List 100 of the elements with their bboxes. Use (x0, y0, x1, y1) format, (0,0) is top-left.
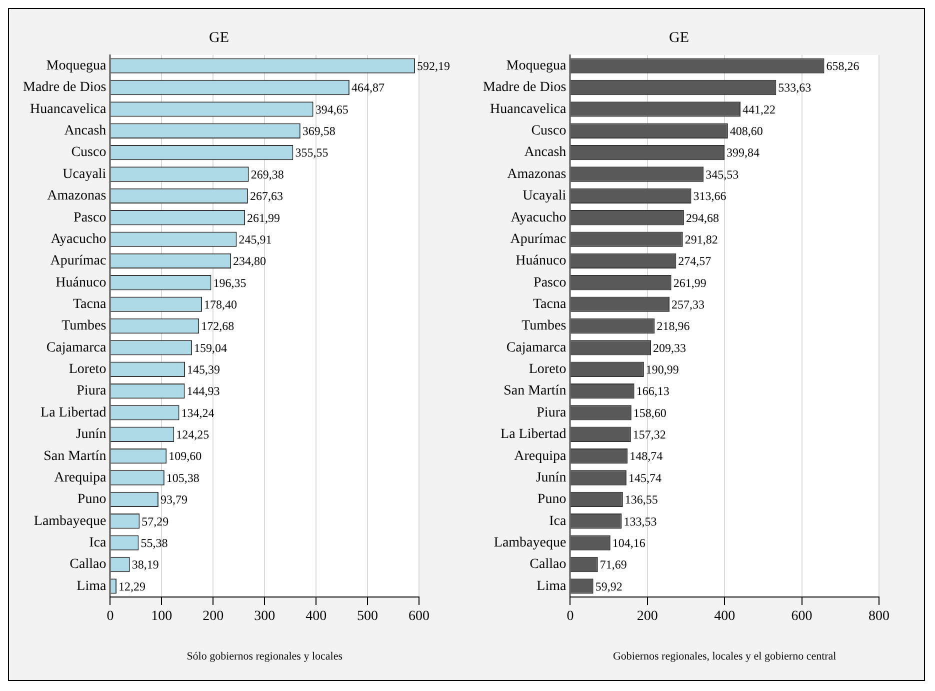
y-tick-label: Amazonas (47, 188, 106, 204)
y-tick-label: Cajamarca (46, 340, 107, 356)
x-tick-label: 200 (636, 609, 658, 624)
y-tick-label: Piura (536, 405, 567, 420)
y-tick-label: Lima (536, 578, 567, 594)
data-label: 658,26 (826, 58, 860, 73)
data-label: 55,38 (140, 536, 168, 550)
data-label: 218,96 (656, 319, 690, 334)
y-tick-label: Apurímac (50, 254, 106, 269)
y-tick-label: Loreto (528, 362, 566, 378)
y-tick-label: Ancash (524, 145, 566, 160)
chart-title: GE (669, 30, 689, 46)
data-label: 157,32 (632, 428, 666, 442)
data-label: 294,68 (686, 210, 719, 225)
x-axis-title: Gobiernos regionales, locales y el gobierno central (612, 650, 836, 662)
data-label: 291,82 (684, 232, 718, 246)
y-tick-label: La Libertad (40, 405, 106, 420)
x-tick-label: 0 (106, 609, 114, 624)
data-label: 145,74 (628, 470, 662, 485)
y-tick-label: Tacna (532, 296, 567, 312)
y-tick-label: Lambayeque (494, 535, 566, 550)
data-label: 144,93 (186, 384, 220, 398)
y-tick-label: Tacna (72, 296, 107, 312)
data-label: 441,22 (742, 102, 776, 116)
data-label: 124,25 (176, 428, 210, 442)
data-label: 166,13 (636, 384, 670, 398)
x-tick-label: 500 (357, 609, 378, 624)
data-label: 234,80 (233, 254, 266, 268)
data-label: 134,24 (181, 406, 214, 420)
y-tick-label: Cajamarca (506, 340, 567, 356)
y-tick-label: Huánuco (516, 254, 566, 269)
data-label: 261,99 (247, 210, 280, 225)
x-tick-label: 600 (791, 609, 812, 624)
y-tick-label: Ayacucho (510, 210, 566, 226)
data-label: 105,38 (166, 470, 200, 485)
y-tick-label: Ancash (64, 124, 106, 139)
data-label: 59,92 (595, 579, 622, 594)
y-tick-label: San Martín (44, 448, 106, 464)
data-label: 313,66 (693, 189, 726, 204)
data-label: 93,79 (160, 492, 188, 507)
y-tick-label: Madre de Dios (22, 80, 106, 96)
y-tick-label: Ica (89, 535, 107, 550)
y-tick-label: Moquegua (506, 58, 567, 74)
x-tick-label: 200 (202, 609, 224, 624)
y-tick-label: Callao (530, 557, 566, 572)
data-label: 355,55 (295, 146, 328, 160)
y-tick-label: Tumbes (62, 318, 106, 334)
chart-title: GE (209, 30, 229, 46)
y-tick-label: Tumbes (522, 318, 566, 334)
data-label: 148,74 (630, 449, 663, 464)
data-label: 57,29 (142, 514, 169, 528)
data-label: 178,40 (204, 297, 238, 312)
y-tick-label: Piura (76, 384, 107, 399)
data-label: 408,60 (730, 124, 763, 138)
y-tick-label: Pasco (74, 210, 106, 226)
y-tick-label: Lima (76, 578, 107, 594)
data-label: 109,60 (168, 449, 202, 464)
data-label: 71,69 (600, 558, 627, 572)
y-tick-label: Madre de Dios (482, 80, 566, 96)
data-label: 592,19 (416, 58, 450, 73)
x-tick-label: 300 (254, 609, 276, 624)
y-tick-label: La Libertad (500, 427, 566, 442)
y-tick-label: Pasco (534, 275, 566, 290)
y-tick-label: Ica (549, 514, 567, 529)
y-tick-label: Lambayeque (34, 514, 106, 529)
y-tick-label: Huancavelica (490, 102, 567, 117)
y-tick-label: Arequipa (514, 448, 567, 464)
y-tick-label: Ucayali (522, 188, 566, 204)
data-label: 209,33 (653, 340, 686, 355)
x-tick-label: 400 (714, 609, 736, 624)
data-label: 38,19 (132, 558, 159, 572)
data-label: 394,65 (315, 102, 348, 116)
y-tick-label: Loreto (68, 362, 106, 378)
data-label: 274,57 (678, 254, 712, 268)
data-label: 172,68 (201, 319, 234, 334)
x-tick-label: 400 (306, 609, 327, 624)
data-label: 267,63 (250, 189, 283, 204)
data-label: 533,63 (778, 80, 812, 95)
data-label: 345,53 (706, 167, 739, 182)
y-tick-label: Cusco (531, 124, 566, 139)
y-tick-label: Moquegua (46, 58, 107, 74)
y-tick-label: Cusco (71, 145, 106, 160)
data-label: 257,33 (672, 297, 705, 312)
data-label: 464,87 (351, 80, 384, 95)
data-label: 104,16 (612, 536, 646, 550)
data-label: 159,04 (194, 340, 228, 355)
data-label: 196,35 (213, 276, 246, 290)
y-tick-label: Apurímac (510, 232, 566, 247)
x-tick-label: 800 (868, 609, 890, 624)
y-tick-label: Puno (537, 492, 566, 508)
data-label: 261,99 (673, 276, 706, 290)
y-tick-label: Junín (76, 427, 106, 442)
y-tick-label: Ucayali (62, 166, 106, 182)
y-tick-label: Ayacucho (50, 232, 106, 247)
data-label: 158,60 (633, 406, 666, 420)
data-label: 145,39 (187, 362, 220, 377)
y-tick-label: Huancavelica (30, 102, 107, 117)
data-label: 133,53 (624, 514, 657, 528)
data-label: 269,38 (250, 167, 284, 182)
x-axis-title: Sólo gobiernos regionales y locales (186, 650, 343, 662)
